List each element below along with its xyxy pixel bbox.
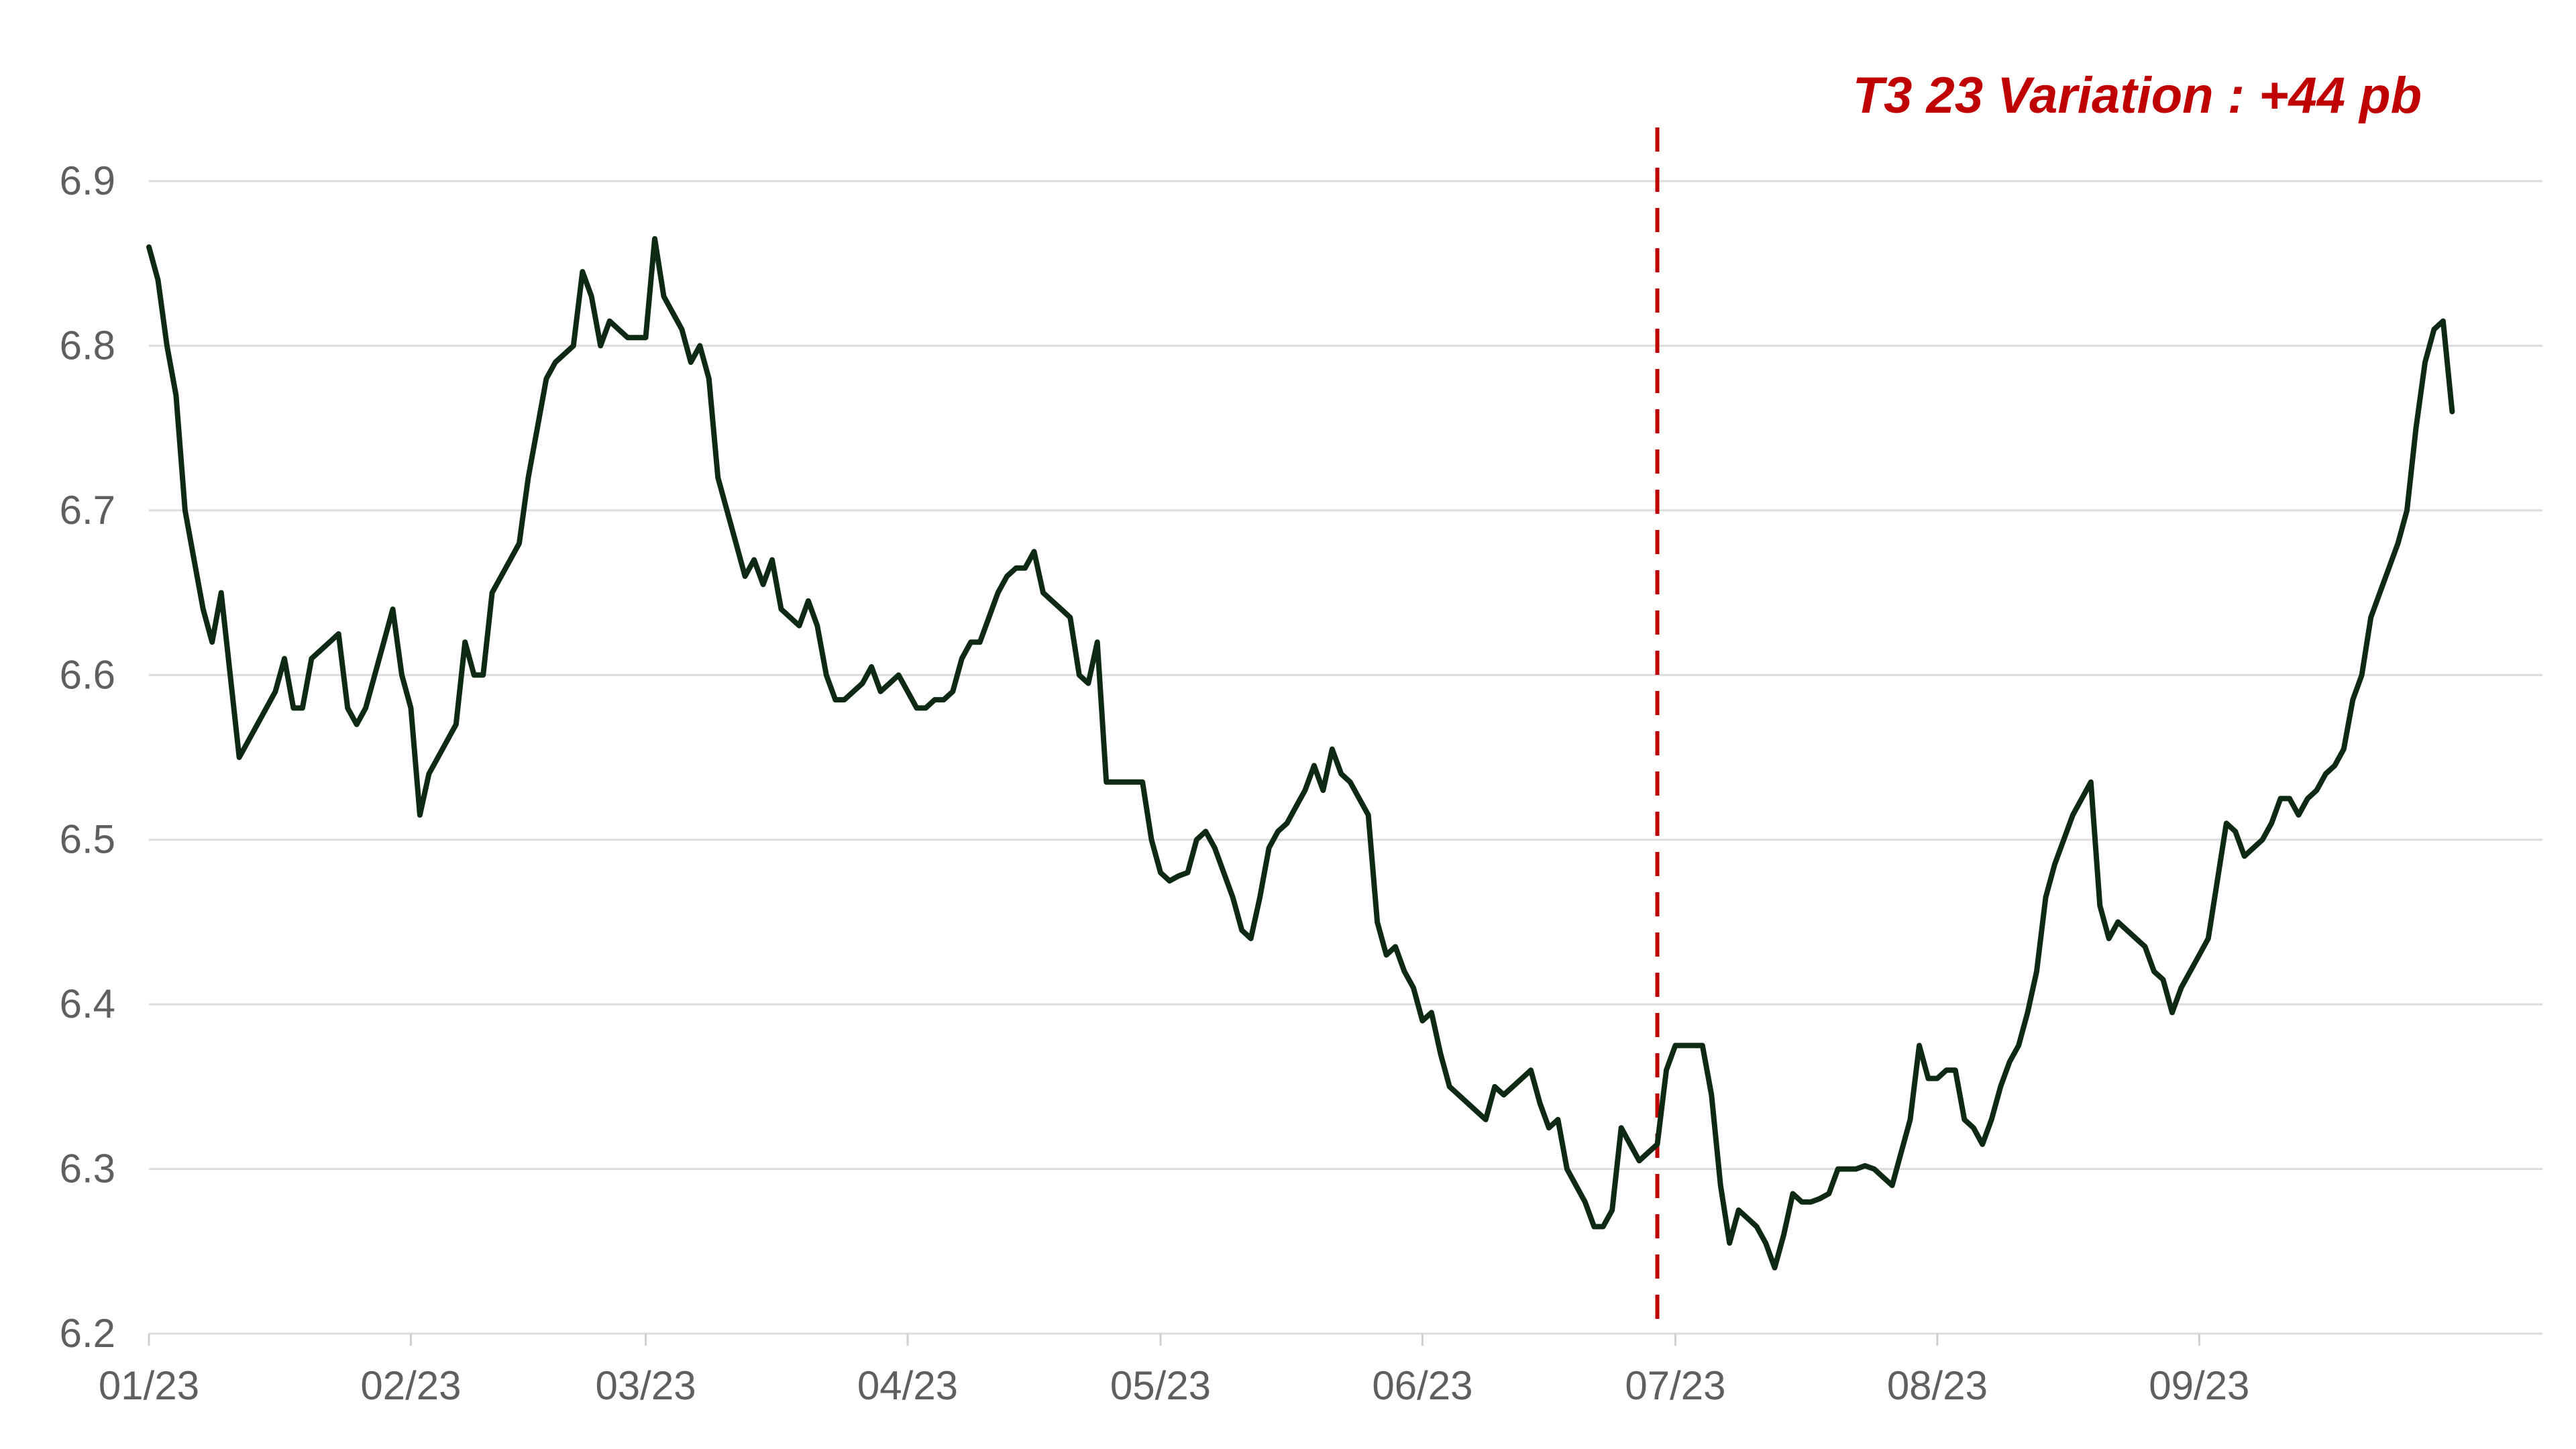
y-tick-label-6.4: 6.4 (60, 981, 115, 1026)
x-axis-ticks: 01/23 02/23 03/23 04/23 05/23 06/23 07/23 08/23… (99, 1334, 2249, 1408)
y-axis-ticks: 6.9 6.8 6.7 6.6 6.5 6.4 6.3 6.2 (60, 158, 115, 1356)
y-tick-label-6.9: 6.9 (60, 158, 115, 203)
x-tick-label-01/23: 01/23 (99, 1363, 199, 1408)
variation-annotation: T3 23 Variation : +44 pb (1853, 67, 2422, 124)
x-tick-label-07/23: 07/23 (1625, 1363, 1725, 1408)
x-tick-label-03/23: 03/23 (595, 1363, 696, 1408)
annotation: T3 23 Variation : +44 pb (1853, 67, 2422, 124)
x-tick-label-04/23: 04/23 (857, 1363, 958, 1408)
series-line-0 (146, 235, 2455, 1271)
x-tick-label-08/23: 08/23 (1887, 1363, 1988, 1408)
grid-lines (149, 180, 2542, 1335)
y-tick-label-6.5: 6.5 (60, 817, 115, 862)
x-tick-label-02/23: 02/23 (360, 1363, 461, 1408)
y-tick-label-6.6: 6.6 (60, 652, 115, 697)
x-tick-label-05/23: 05/23 (1110, 1363, 1211, 1408)
x-tick-label-06/23: 06/23 (1372, 1363, 1472, 1408)
x-tick-label-09/23: 09/23 (2149, 1363, 2249, 1408)
y-tick-label-6.7: 6.7 (60, 488, 115, 533)
y-tick-label-6.3: 6.3 (60, 1146, 115, 1191)
series-lines (146, 235, 2455, 1271)
y-tick-label-6.2: 6.2 (60, 1311, 115, 1356)
y-tick-label-6.8: 6.8 (60, 323, 115, 368)
